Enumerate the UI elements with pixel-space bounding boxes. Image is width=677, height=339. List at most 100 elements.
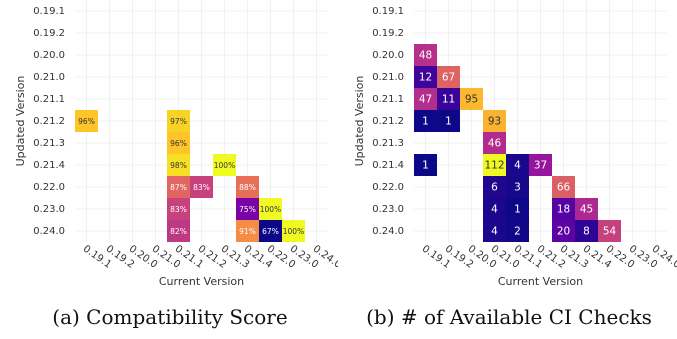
heatmap-cell [529, 154, 552, 176]
heatmap-cell [552, 220, 575, 242]
y-tick-label: 0.23.0 [33, 204, 65, 215]
heatmap-cell [483, 132, 506, 154]
cell-label: 1 [445, 116, 452, 128]
heatmap-cell [506, 220, 529, 242]
heatmap-cell [460, 88, 483, 110]
y-tick-label: 0.21.0 [372, 72, 404, 83]
y-tick-label: 0.24.0 [33, 226, 65, 237]
y-axis-title: Updated Version [353, 76, 366, 167]
cell-label: 48 [419, 50, 432, 62]
cell-label: 83% [193, 183, 210, 192]
heatmap-cell [167, 110, 190, 132]
cell-label: 20 [557, 226, 570, 238]
cell-label: 67% [262, 227, 279, 236]
cell-label: 11 [442, 94, 455, 106]
heatmap-cell [414, 88, 437, 110]
cell-label: 93 [488, 116, 501, 128]
cell-label: 45 [580, 204, 593, 216]
cell-label: 1 [422, 160, 429, 172]
cell-label: 75% [239, 205, 256, 214]
y-tick-labels: 0.19.1 0.19.2 0.20.0 0.21.0 0.21.1 0.21.2 0.21… [33, 6, 65, 237]
heatmap-cell [575, 198, 598, 220]
heatmap-cell [236, 176, 259, 198]
cell-label: 96% [170, 139, 187, 148]
cell-label: 46 [488, 138, 502, 150]
cell-label: 97% [170, 117, 187, 126]
cell-label: 91% [239, 227, 256, 236]
heatmap-cell [414, 110, 437, 132]
cell-label: 87% [170, 183, 187, 192]
x-tick-labels: 0.19.10.19.20.20.00.21.00.21.10.21.20.21… [420, 243, 677, 270]
y-tick-label: 0.19.2 [372, 28, 404, 39]
cell-label: 96% [78, 117, 95, 126]
y-axis-title: Updated Version [14, 76, 27, 167]
y-tick-label: 0.21.1 [372, 94, 404, 105]
heatmap-cell [483, 198, 506, 220]
cell-label: 37 [534, 160, 547, 172]
x-axis-title: Current Version [498, 275, 583, 288]
cell-label: 6 [491, 182, 498, 194]
cell-label: 67 [442, 72, 455, 84]
y-tick-label: 0.21.4 [33, 160, 65, 171]
cell-label: 112 [484, 160, 504, 172]
heatmap-cell [437, 88, 460, 110]
cell-label: 82% [170, 227, 187, 236]
y-tick-label: 0.20.0 [372, 50, 404, 61]
cell-label: 100% [283, 227, 304, 236]
heatmap-cell [483, 220, 506, 242]
y-tick-label: 0.21.2 [33, 116, 65, 127]
cell-label: 2 [514, 226, 521, 238]
heatmap-cell [190, 176, 213, 198]
y-tick-label: 0.20.0 [33, 50, 65, 61]
heatmap-cell [598, 220, 621, 242]
heatmap-cell [506, 176, 529, 198]
cell-label: 4 [514, 160, 521, 172]
heatmap-cell [483, 110, 506, 132]
y-tick-label: 0.21.4 [372, 160, 404, 171]
heatmap-cell [506, 154, 529, 176]
y-tick-label: 0.21.3 [33, 138, 65, 149]
heatmap-cell [236, 198, 259, 220]
heatmap-cell [575, 220, 598, 242]
y-tick-label: 0.22.0 [33, 182, 65, 193]
heatmap-cell [506, 198, 529, 220]
y-tick-label: 0.21.2 [372, 116, 404, 127]
heatmap-cell [167, 132, 190, 154]
heatmap-cell [552, 198, 575, 220]
cell-label: 100% [214, 161, 235, 170]
cell-label: 88% [239, 183, 256, 192]
y-tick-label: 0.21.1 [33, 94, 65, 105]
heatmap-cell [552, 176, 575, 198]
heatmap-cell [236, 220, 259, 242]
cell-label: 54 [603, 226, 617, 238]
heatmap-cell [259, 198, 282, 220]
y-tick-label: 0.19.2 [33, 28, 65, 39]
cell-label: 98% [170, 161, 187, 170]
y-tick-label: 0.22.0 [372, 182, 404, 193]
heatmap-cell [167, 176, 190, 198]
x-tick-labels: 0.19.10.19.20.20.00.21.00.21.10.21.20.21… [81, 243, 338, 270]
heatmap-cell [167, 198, 190, 220]
cell-label: 8 [583, 226, 590, 238]
heatmap-cell [414, 66, 437, 88]
heatmap-cell [414, 44, 437, 66]
cell-label: 1 [514, 204, 521, 216]
heatmap-cell [437, 110, 460, 132]
y-tick-label: 0.21.3 [372, 138, 404, 149]
y-tick-label: 0.21.0 [33, 72, 65, 83]
heatmap-cell [167, 220, 190, 242]
heatmap-compatibility-score: 96% 97% 96% 98% 100% 87% 83% 88% 83% 75% 100% 100% 8… [14, 0, 338, 329]
grid [75, 0, 328, 242]
cell-label: 83% [170, 205, 187, 214]
cell-label: 47 [419, 94, 432, 106]
panel-caption: (b) # of Available CI Checks [366, 305, 652, 329]
cell-label: 66 [557, 182, 571, 194]
cell-label: 3 [514, 182, 521, 194]
heatmap-cell [282, 220, 305, 242]
heatmap-cell [167, 154, 190, 176]
heatmap-cell [483, 154, 506, 176]
heatmap-cell [483, 176, 506, 198]
cell-label: 18 [557, 204, 570, 216]
